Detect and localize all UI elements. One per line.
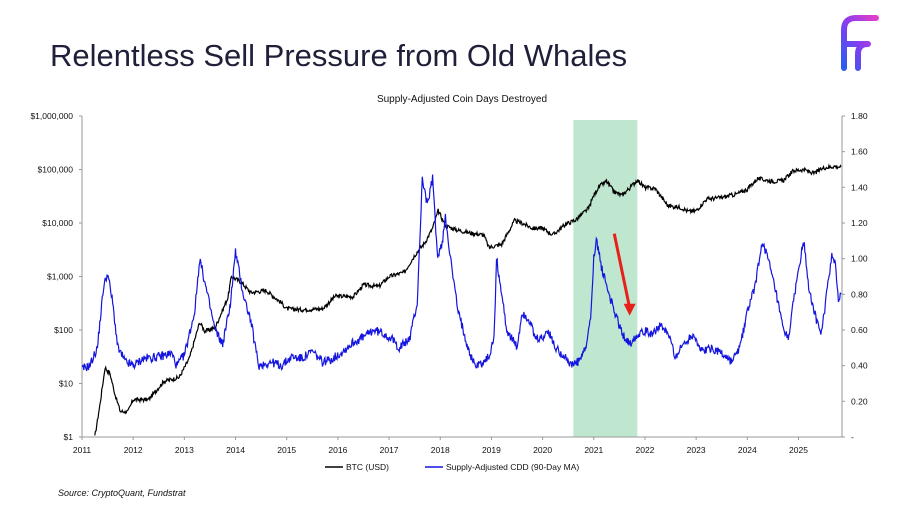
- x-tick-label: 2011: [73, 445, 92, 455]
- legend-label-btc: BTC (USD): [346, 462, 389, 472]
- legend-label-cdd: Supply-Adjusted CDD (90-Day MA): [446, 462, 579, 472]
- fundstrat-f-logo-icon: [841, 15, 879, 71]
- x-tick-label: 2022: [636, 445, 655, 455]
- x-tick-label: 2015: [277, 445, 296, 455]
- left-tick-label: $1: [64, 432, 74, 442]
- chart-title: Supply-Adjusted Coin Days Destroyed: [377, 94, 547, 105]
- left-tick-label: $1,000: [47, 272, 73, 282]
- right-tick-label: 1.60: [851, 147, 868, 157]
- x-tick-label: 2016: [328, 445, 347, 455]
- annotation-arrow-shaft: [612, 233, 632, 309]
- left-tick-label: $1,000,000: [30, 111, 73, 121]
- left-tick-label: $10: [59, 379, 73, 389]
- cdd-line: [82, 174, 842, 372]
- btc-price-line: [94, 163, 842, 436]
- x-tick-label: 2018: [431, 445, 450, 455]
- x-tick-label: 2012: [124, 445, 143, 455]
- right-tick-label: 1.80: [851, 111, 868, 121]
- x-tick-label: 2014: [226, 445, 245, 455]
- x-tick-label: 2023: [687, 445, 706, 455]
- x-tick-label: 2021: [584, 445, 603, 455]
- right-tick-label: -: [851, 432, 854, 442]
- x-tick-label: 2019: [482, 445, 501, 455]
- right-tick-label: 1.20: [851, 218, 868, 228]
- x-tick-label: 2020: [533, 445, 552, 455]
- x-tick-label: 2025: [789, 445, 808, 455]
- x-tick-label: 2017: [380, 445, 399, 455]
- source-note: Source: CryptoQuant, Fundstrat: [58, 488, 186, 498]
- right-tick-label: 1.00: [851, 254, 868, 264]
- annotation-arrow-head: [623, 303, 636, 316]
- left-tick-label: $100,000: [38, 165, 74, 175]
- left-tick-label: $100: [54, 325, 73, 335]
- right-tick-label: 0.40: [851, 361, 868, 371]
- x-tick-label: 2024: [738, 445, 757, 455]
- right-tick-label: 1.40: [851, 182, 868, 192]
- right-tick-label: 0.60: [851, 325, 868, 335]
- right-tick-label: 0.20: [851, 396, 868, 406]
- x-tick-label: 2013: [175, 445, 194, 455]
- left-tick-label: $10,000: [42, 218, 73, 228]
- slide-title: Relentless Sell Pressure from Old Whales: [50, 38, 628, 73]
- right-tick-label: 0.80: [851, 289, 868, 299]
